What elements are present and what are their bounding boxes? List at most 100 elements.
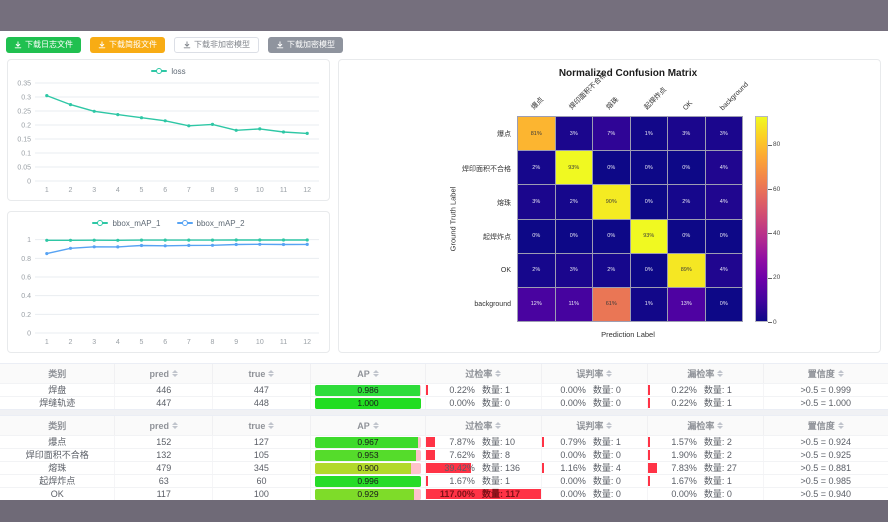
matrix-cell: 61% bbox=[593, 287, 630, 321]
download-log-button[interactable]: 下载日志文件 bbox=[6, 37, 81, 53]
rate-count: 数量: 1 bbox=[703, 384, 732, 395]
cell-true: 105 bbox=[213, 449, 311, 461]
column-header-label: true bbox=[248, 420, 266, 431]
rate-percent: 0.00% bbox=[560, 488, 586, 499]
legend-item-bbox_mAP_2[interactable]: bbox_mAP_2 bbox=[176, 217, 245, 229]
ap-value: 0.929 bbox=[357, 488, 379, 499]
sort-icon[interactable] bbox=[606, 422, 613, 429]
cell-class: 焊缝轨迹 bbox=[0, 397, 116, 409]
map-chart-canvas: 00.20.40.60.811 2 3 4 5 6 7 8 9 10 11 12 bbox=[21, 237, 319, 346]
svg-text:4: 4 bbox=[116, 187, 120, 194]
legend-label: bbox_mAP_2 bbox=[196, 218, 245, 228]
cell-misjudge-rate: 0.00% 数量: 0 bbox=[542, 449, 649, 461]
matrix-cell: 2% bbox=[518, 151, 555, 185]
sort-icon[interactable] bbox=[717, 370, 724, 377]
matrix-cell: 3% bbox=[518, 185, 555, 219]
legend-item-loss[interactable]: loss bbox=[151, 65, 186, 77]
button-label: 下载日志文件 bbox=[25, 40, 73, 49]
matrix-cell: 0% bbox=[630, 151, 667, 185]
legend-item-bbox_mAP_1[interactable]: bbox_mAP_1 bbox=[92, 217, 161, 229]
sort-icon[interactable] bbox=[495, 370, 502, 377]
rate-bar bbox=[426, 437, 436, 447]
matrix-cell: 0% bbox=[518, 219, 555, 253]
sort-icon[interactable] bbox=[268, 370, 275, 377]
rate-count: 数量: 0 bbox=[481, 397, 510, 408]
cell-miss-rate: 0.00% 数量: 0 bbox=[648, 488, 764, 500]
download-report-button[interactable]: 下载简报文件 bbox=[90, 37, 165, 53]
rate-bar bbox=[648, 398, 651, 408]
table-header-row: 类别 pred true AP 过检率 误判率 漏检率 置信度 bbox=[0, 364, 888, 383]
matrix-cell: 0% bbox=[705, 219, 742, 253]
cell-true: 60 bbox=[213, 475, 311, 487]
column-header-label: 置信度 bbox=[807, 421, 835, 431]
column-header-6[interactable]: 漏检率 bbox=[648, 364, 764, 383]
column-header-7[interactable]: 置信度 bbox=[764, 364, 888, 383]
column-header-7[interactable]: 置信度 bbox=[764, 416, 888, 435]
svg-text:0.35: 0.35 bbox=[17, 81, 31, 88]
rate-count: 数量: 0 bbox=[703, 488, 732, 499]
table-divider bbox=[0, 410, 888, 415]
sort-icon[interactable] bbox=[717, 422, 724, 429]
column-header-label: 类别 bbox=[48, 421, 67, 431]
cell-pred: 117 bbox=[115, 488, 214, 500]
sort-icon[interactable] bbox=[837, 422, 844, 429]
column-header-6[interactable]: 漏检率 bbox=[648, 416, 764, 435]
sort-icon[interactable] bbox=[172, 370, 179, 377]
matrix-cell: 0% bbox=[630, 253, 667, 287]
column-header-1[interactable]: pred bbox=[115, 416, 214, 435]
download-encrypted-model-button[interactable]: 下载加密模型 bbox=[268, 37, 343, 53]
matrix-row-label: 起焊炸点 bbox=[483, 234, 511, 242]
svg-text:9: 9 bbox=[234, 187, 238, 194]
sort-icon[interactable] bbox=[837, 370, 844, 377]
cell-pred: 479 bbox=[115, 462, 214, 474]
defect-metrics-table: 类别 pred true AP 过检率 误判率 漏检率 置信度 爆点 152 127 0.967 7.8… bbox=[0, 415, 888, 501]
column-header-2[interactable]: true bbox=[213, 416, 311, 435]
matrix-cell: 12% bbox=[518, 287, 555, 321]
sort-icon[interactable] bbox=[372, 422, 379, 429]
column-header-5[interactable]: 误判率 bbox=[542, 364, 649, 383]
matrix-cell: 93% bbox=[555, 151, 592, 185]
rate-bar bbox=[648, 450, 651, 460]
sort-icon[interactable] bbox=[372, 370, 379, 377]
column-header-4[interactable]: 过检率 bbox=[426, 364, 542, 383]
column-header-3[interactable]: AP bbox=[311, 416, 427, 435]
matrix-cell: 0% bbox=[593, 219, 630, 253]
rate-count: 数量: 10 bbox=[481, 436, 515, 447]
matrix-column-label: 爆点 bbox=[530, 96, 545, 112]
matrix-cell: 90% bbox=[593, 185, 630, 219]
matrix-cell: 0% bbox=[630, 185, 667, 219]
cell-true: 127 bbox=[213, 436, 311, 448]
rate-percent: 1.67% bbox=[449, 475, 475, 486]
cell-misjudge-rate: 0.00% 数量: 0 bbox=[542, 488, 649, 500]
svg-text:0.2: 0.2 bbox=[21, 123, 31, 130]
ap-value: 0.986 bbox=[357, 384, 379, 395]
rate-count: 数量: 1 bbox=[592, 436, 621, 447]
column-header-1[interactable]: pred bbox=[115, 364, 214, 383]
confusion-matrix-title: Normalized Confusion Matrix bbox=[558, 68, 698, 79]
cell-overdetect-rate: 7.87% 数量: 10 bbox=[426, 436, 542, 448]
sort-icon[interactable] bbox=[172, 422, 179, 429]
rate-count: 数量: 0 bbox=[592, 488, 621, 499]
column-header-label: AP bbox=[357, 420, 370, 431]
cell-overdetect-rate: 117.00% 数量: 117 bbox=[426, 488, 542, 500]
cell-ap: 0.986 bbox=[311, 384, 427, 396]
sort-icon[interactable] bbox=[606, 370, 613, 377]
column-header-label: 漏检率 bbox=[687, 369, 715, 379]
cell-miss-rate: 7.83% 数量: 27 bbox=[648, 462, 764, 474]
cell-class: 焊印面积不合格 bbox=[0, 449, 116, 461]
column-header-label: 过检率 bbox=[465, 421, 493, 431]
sort-icon[interactable] bbox=[268, 422, 275, 429]
ap-bar: 0.986 bbox=[314, 384, 422, 396]
table-row: 熔珠 479 345 0.900 39.42% 数量: 136 1.16% 数量: 4 7.83… bbox=[0, 461, 888, 474]
column-header-2[interactable]: true bbox=[213, 364, 311, 383]
column-header-4[interactable]: 过检率 bbox=[426, 416, 542, 435]
matrix-row-label: background bbox=[474, 300, 511, 308]
download-unencrypted-model-button[interactable]: 下载非加密模型 bbox=[174, 37, 259, 53]
button-label: 下载非加密模型 bbox=[194, 40, 250, 49]
sort-icon[interactable] bbox=[495, 422, 502, 429]
column-header-3[interactable]: AP bbox=[311, 364, 427, 383]
table-header-row: 类别 pred true AP 过检率 误判率 漏检率 置信度 bbox=[0, 416, 888, 435]
column-header-label: 误判率 bbox=[576, 369, 604, 379]
column-header-5[interactable]: 误判率 bbox=[542, 416, 649, 435]
cell-misjudge-rate: 1.16% 数量: 4 bbox=[541, 462, 649, 474]
